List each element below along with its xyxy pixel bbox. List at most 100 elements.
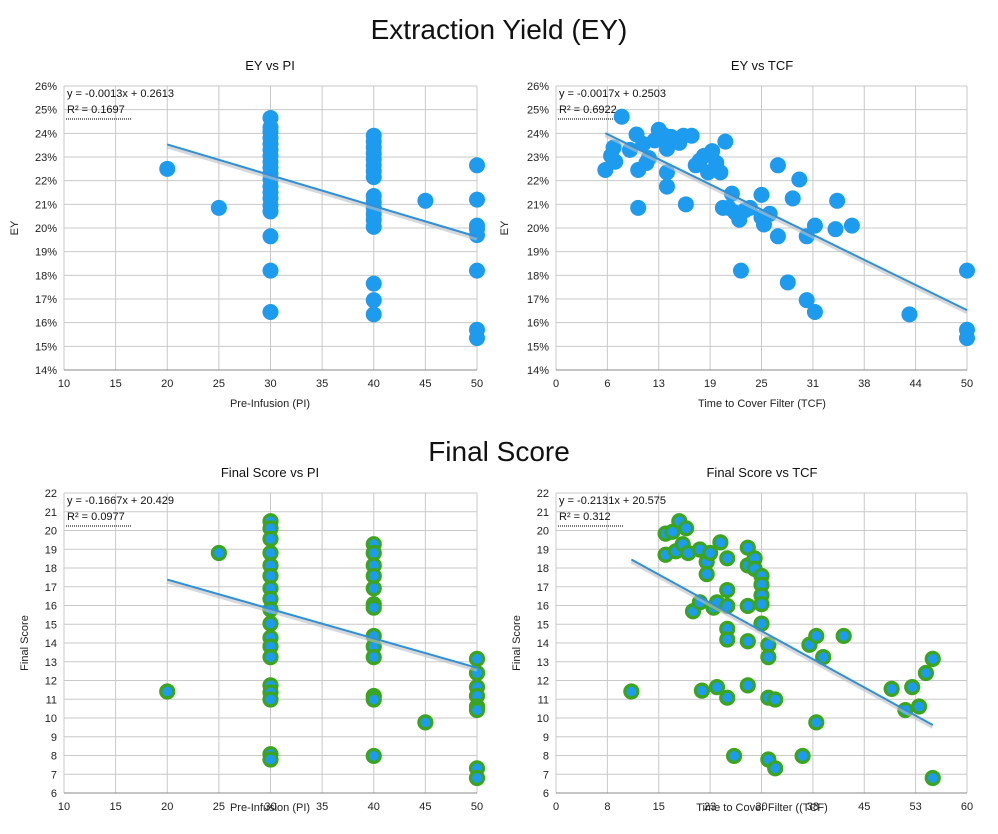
x-tick-label: 23 [704, 801, 716, 813]
data-point [469, 191, 485, 208]
y-tick-label: 15 [45, 619, 57, 631]
y-tick-label: 16 [45, 601, 57, 613]
y-tick-label: 15 [537, 619, 549, 631]
data-point [827, 221, 844, 238]
y-tick-label: 6 [51, 788, 57, 800]
x-tick-label: 15 [653, 801, 665, 813]
data-point [808, 627, 825, 645]
data-point [760, 649, 777, 666]
data-point [658, 178, 675, 195]
trendline-shadow [604, 133, 968, 314]
x-tick-label: 30 [264, 378, 276, 390]
x-tick-label: 45 [858, 801, 870, 813]
y-tick-label: 21% [527, 199, 549, 211]
x-tick-label: 40 [368, 801, 380, 813]
y-tick-label: 14 [537, 638, 549, 650]
data-point [794, 747, 811, 765]
y-tick-label: 25% [527, 105, 549, 117]
data-point [717, 133, 734, 150]
y-axis-label: Final Score [19, 615, 31, 671]
y-tick-label: 14 [45, 638, 57, 650]
x-tick-label: 15 [110, 801, 122, 813]
y-tick-label: 11 [46, 694, 57, 706]
x-tick-label: 50 [471, 378, 483, 390]
data-point [917, 664, 935, 682]
y-tick-label: 19% [527, 247, 549, 259]
y-tick-label: 16% [527, 318, 549, 330]
y-tick-label: 12 [537, 676, 549, 688]
x-tick-label: 25 [755, 378, 767, 390]
y-tick-label: 26% [35, 81, 57, 93]
x-tick-label: 19 [704, 378, 716, 390]
data-point [417, 192, 434, 209]
y-tick-label: 18% [35, 270, 57, 282]
y-tick-label: 23% [527, 152, 549, 164]
data-point [791, 171, 808, 188]
data-point [468, 769, 486, 787]
data-point [767, 760, 784, 777]
data-point [469, 157, 485, 174]
y-tick-label: 8 [51, 751, 57, 763]
data-point [365, 747, 382, 765]
x-tick-label: 15 [110, 378, 122, 390]
data-point [468, 650, 486, 667]
y-tick-label: 17 [45, 582, 57, 594]
data-point [779, 274, 796, 291]
data-point [365, 599, 382, 616]
chart-4: 6 7 8 9 10 11 12 13 14 15 16 17 18 19 20 21 22 0 8 15 23 30 38… [511, 465, 973, 814]
data-point [798, 292, 815, 309]
data-point [678, 520, 695, 537]
y-tick-label: 15% [35, 341, 57, 353]
y-tick-label: 19% [35, 247, 57, 259]
data-point [262, 649, 279, 666]
trendline-equation: y = -0.2131x + 20.575 [559, 495, 666, 507]
section-title-final-score: Final Score [428, 436, 570, 467]
y-tick-label: 7 [51, 769, 57, 781]
y-tick-label: 24% [35, 128, 57, 140]
data-point [693, 682, 711, 699]
x-tick-label: 45 [419, 378, 431, 390]
y-tick-label: 17% [35, 294, 57, 306]
data-point [159, 683, 176, 700]
data-point [753, 596, 770, 613]
y-tick-label: 16% [35, 318, 57, 330]
chart-title: Final Score vs TCF [706, 465, 817, 480]
data-point [683, 127, 700, 144]
x-axis-label: Time to Cover Filter ((TCF) [696, 802, 828, 814]
y-tick-label: 18% [527, 270, 549, 282]
y-tick-label: 13 [45, 657, 57, 669]
y-tick-label: 19 [537, 544, 549, 556]
y-tick-label: 20% [527, 223, 549, 235]
x-tick-label: 35 [316, 378, 328, 390]
x-tick-label: 44 [910, 378, 922, 390]
x-tick-label: 8 [604, 801, 610, 813]
x-tick-label: 6 [604, 378, 610, 390]
chart-title: Final Score vs PI [221, 465, 319, 480]
x-tick-label: 0 [553, 378, 559, 390]
data-point [835, 627, 852, 645]
x-axis-label: Pre-Infusion (PI) [230, 398, 310, 410]
y-tick-label: 17 [537, 582, 549, 594]
y-tick-label: 18 [537, 563, 549, 575]
trendline-shadow [166, 144, 478, 241]
data-point [959, 262, 975, 279]
y-tick-label: 15% [527, 341, 549, 353]
data-point [725, 747, 743, 765]
data-point [829, 192, 846, 209]
y-tick-label: 10 [45, 713, 57, 725]
data-point [739, 633, 756, 650]
x-tick-label: 30 [264, 801, 276, 813]
data-point [417, 714, 434, 731]
x-tick-label: 40 [368, 378, 380, 390]
y-tick-label: 14% [527, 365, 549, 377]
y-tick-label: 21% [35, 199, 57, 211]
x-tick-label: 50 [961, 378, 973, 390]
y-tick-label: 19 [45, 544, 57, 556]
data-point [719, 550, 736, 567]
y-tick-label: 22 [537, 488, 549, 500]
y-tick-label: 6 [543, 788, 549, 800]
x-tick-label: 10 [58, 801, 70, 813]
data-point [806, 304, 823, 321]
y-axis-label: EY [9, 220, 21, 235]
